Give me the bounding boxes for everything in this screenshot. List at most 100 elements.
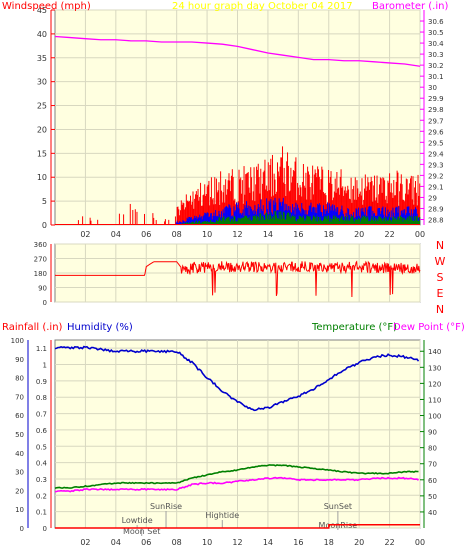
compass-letter: N (436, 303, 444, 316)
humidity-tick-label: 50 (15, 431, 24, 439)
time-tick-label: 18 (324, 230, 334, 239)
event-label: SunRise (150, 502, 182, 511)
humidity-tick-label: 40 (15, 450, 24, 458)
direction-tick-label: 90 (38, 285, 47, 293)
humidity-tick-label: 10 (15, 506, 24, 514)
event-label: SunSet (324, 502, 352, 511)
rain-tick-label: 0.6 (36, 427, 48, 435)
dewpoint-axis-label: Dew Point (°F) (393, 322, 465, 333)
rainfall-axis-label: Rainfall (.in) (2, 322, 63, 333)
temperature-tick-label: 110 (428, 396, 441, 404)
rain-tick-label: 0.5 (36, 443, 47, 451)
wind-tick-label: 15 (37, 149, 47, 158)
time-tick-label: 00 (415, 538, 425, 547)
wind-tick-label: 25 (37, 102, 47, 111)
time-tick-label: 08 (172, 230, 182, 239)
time-tick-label: 10 (202, 538, 212, 547)
temperature-tick-label: 120 (428, 380, 441, 388)
wind-tick-label: 35 (37, 54, 47, 63)
barometer-axis-label: Barometer (.in) (372, 1, 448, 12)
wind-tick-label: 45 (37, 6, 47, 15)
temperature-tick-label: 60 (428, 477, 437, 485)
direction-axes: 0 90 180 270 360 (34, 241, 52, 307)
wind-tick-label: 40 (37, 30, 47, 39)
humidity-tick-label: 90 (15, 356, 24, 364)
humidity-tick-label: 30 (15, 469, 24, 477)
temperature-tick-label: 130 (428, 364, 441, 372)
rain-tick-label: 0.1 (36, 509, 47, 517)
humidity-line (54, 345, 420, 412)
humidity-series (54, 345, 420, 529)
temperature-tick-label: 50 (428, 493, 437, 501)
wind-direction-line (55, 260, 421, 298)
temperature-tick-label: 140 (428, 348, 441, 356)
time-tick-label: 04 (111, 230, 121, 239)
rain-tick-label: 0 (43, 525, 47, 533)
barometer-tick-label: 29.8 (428, 106, 444, 114)
compass-letter: E (437, 287, 444, 300)
wind-tick-label: 0 (42, 221, 47, 230)
time-tick-label: 16 (293, 230, 303, 239)
temperature-line (54, 464, 419, 490)
compass-letter: S (437, 271, 444, 284)
event-markers: SunRise Lowtide Moon Set Hightide SunSet Moon… (122, 502, 358, 536)
barometer-tick-label: 30.5 (428, 29, 444, 37)
temperature-tick-label: 100 (428, 413, 441, 421)
barometer-tick-label: 30.4 (428, 40, 444, 48)
time-tick-label: 22 (384, 230, 394, 239)
time-tick-label: 08 (172, 538, 182, 547)
direction-tick-label: 0 (43, 299, 47, 307)
event-label: Hightide (205, 511, 239, 520)
wind-axes: 0 5 10 15 20 25 30 35 40 45 28.8 28.9 29 29.1 29.2 29.3… (37, 6, 444, 239)
rain-tick-label: 0.4 (36, 460, 48, 468)
humidity-tick-label: 60 (15, 412, 24, 420)
wind-series (54, 35, 421, 225)
wind-tick-label: 5 (42, 197, 47, 206)
humidity-tick-label: 20 (15, 487, 24, 495)
rain-tick-label: 0.8 (36, 394, 47, 402)
graph-title: 24 hour graph day October 04 2017 (172, 1, 353, 12)
humidity-tick-label: 70 (15, 393, 24, 401)
compass-letter: W (435, 255, 446, 268)
barometer-tick-label: 29.6 (428, 128, 444, 136)
humidity-tick-label: 80 (15, 375, 24, 383)
barometer-tick-label: 29.2 (428, 172, 444, 180)
barometer-tick-label: 28.9 (428, 205, 444, 213)
wind-tick-label: 30 (37, 78, 47, 87)
wind-tick-label: 20 (37, 125, 47, 134)
barometer-tick-label: 30.1 (428, 73, 444, 81)
time-tick-label: 22 (384, 538, 394, 547)
time-tick-label: 02 (80, 230, 90, 239)
time-tick-label: 04 (111, 538, 121, 547)
barometer-tick-label: 30.2 (428, 62, 444, 70)
humidity-tick-label: 100 (11, 337, 24, 345)
time-tick-label: 06 (141, 538, 151, 547)
wind-tick-label: 10 (37, 173, 47, 182)
rain-tick-label: 0.3 (36, 476, 47, 484)
barometer-tick-label: 29.9 (428, 95, 444, 103)
temperature-tick-label: 80 (428, 445, 437, 453)
time-tick-label: 02 (80, 538, 90, 547)
time-tick-label: 06 (141, 230, 151, 239)
time-tick-label: 14 (263, 538, 273, 547)
direction-gridlines (55, 243, 421, 303)
time-tick-label: 18 (324, 538, 334, 547)
compass-letter: N (436, 239, 444, 252)
temperature-axis-label: Temperature (°F) (311, 322, 397, 333)
barometer-tick-label: 30.6 (428, 18, 444, 26)
barometer-line (54, 35, 421, 67)
direction-tick-label: 270 (34, 256, 47, 264)
barometer-tick-label: 29.7 (428, 117, 444, 125)
barometer-tick-label: 29.3 (428, 161, 444, 169)
barometer-tick-label: 29.4 (428, 150, 444, 158)
barometer-tick-label: 29.1 (428, 183, 444, 191)
time-tick-label: 14 (263, 230, 273, 239)
direction-series (55, 260, 421, 298)
time-tick-label: 00 (415, 230, 425, 239)
windspeed-axis-label: Windspeed (mph) (2, 1, 91, 12)
rain-tick-label: 0.9 (36, 378, 47, 386)
event-label: MoonRise (319, 521, 358, 530)
direction-tick-label: 180 (34, 270, 47, 278)
